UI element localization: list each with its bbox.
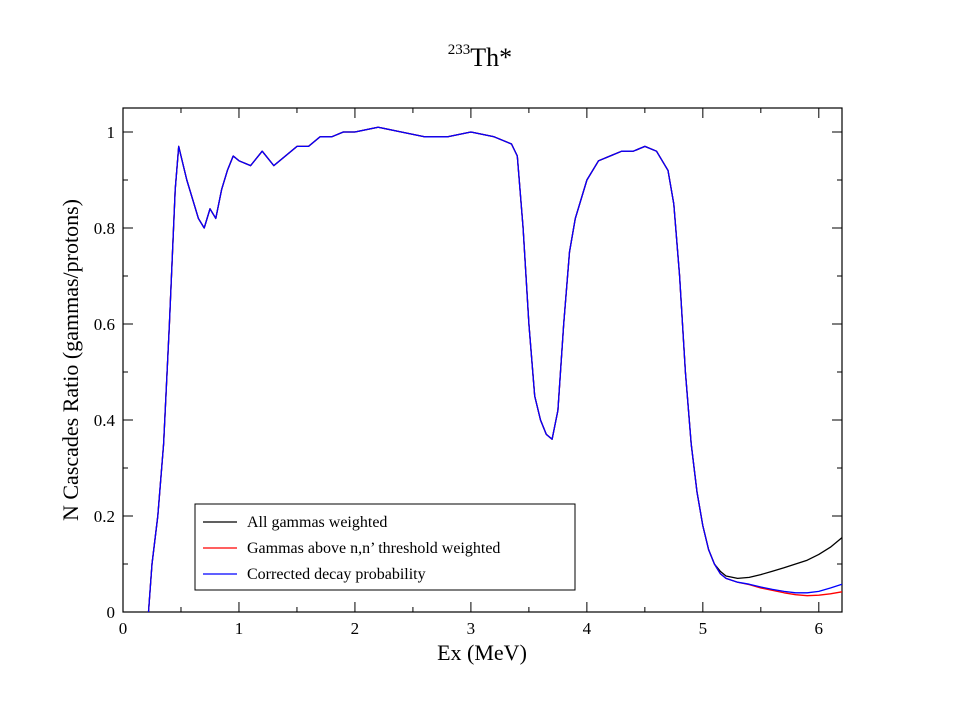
legend-box xyxy=(194,503,576,591)
x-tick-label: 4 xyxy=(583,619,592,638)
series-lines xyxy=(147,126,843,613)
y-tick-label: 0.4 xyxy=(94,411,116,430)
legend-label: All gammas weighted xyxy=(247,514,387,531)
series-line-3 xyxy=(147,126,843,613)
chart-title-main: Th* xyxy=(470,43,512,72)
axis-tick-labels: 0 1 2 3 4 5 6 0 0.2 0.4 0.6 0.8 1 xyxy=(94,123,823,638)
axis-ticks xyxy=(122,108,842,613)
legend-label: Corrected decay probability xyxy=(247,566,426,583)
x-tick-label: 1 xyxy=(235,619,244,638)
x-tick-label: 6 xyxy=(815,619,824,638)
y-axis-title: N Cascades Ratio (gammas/protons) xyxy=(58,199,83,521)
x-tick-label: 0 xyxy=(119,619,128,638)
y-tick-label: 1 xyxy=(107,123,116,142)
plot-frame xyxy=(122,107,843,613)
y-tick-label: 0 xyxy=(107,603,116,622)
y-tick-label: 0.2 xyxy=(94,507,115,526)
legend-label: Gammas above n,n’ threshold weighted xyxy=(247,540,500,557)
y-tick-label: 0.8 xyxy=(94,219,115,238)
x-tick-label: 5 xyxy=(699,619,708,638)
chart-title-superscript: 233 xyxy=(448,42,471,58)
chart-title: 233Th* xyxy=(448,42,512,72)
legend: All gammas weighted Gammas above n,n’ thr… xyxy=(194,503,576,591)
x-tick-label: 3 xyxy=(467,619,476,638)
x-axis-title: Ex (MeV) xyxy=(437,640,527,665)
y-tick-label: 0.6 xyxy=(94,315,115,334)
x-tick-label: 2 xyxy=(351,619,360,638)
